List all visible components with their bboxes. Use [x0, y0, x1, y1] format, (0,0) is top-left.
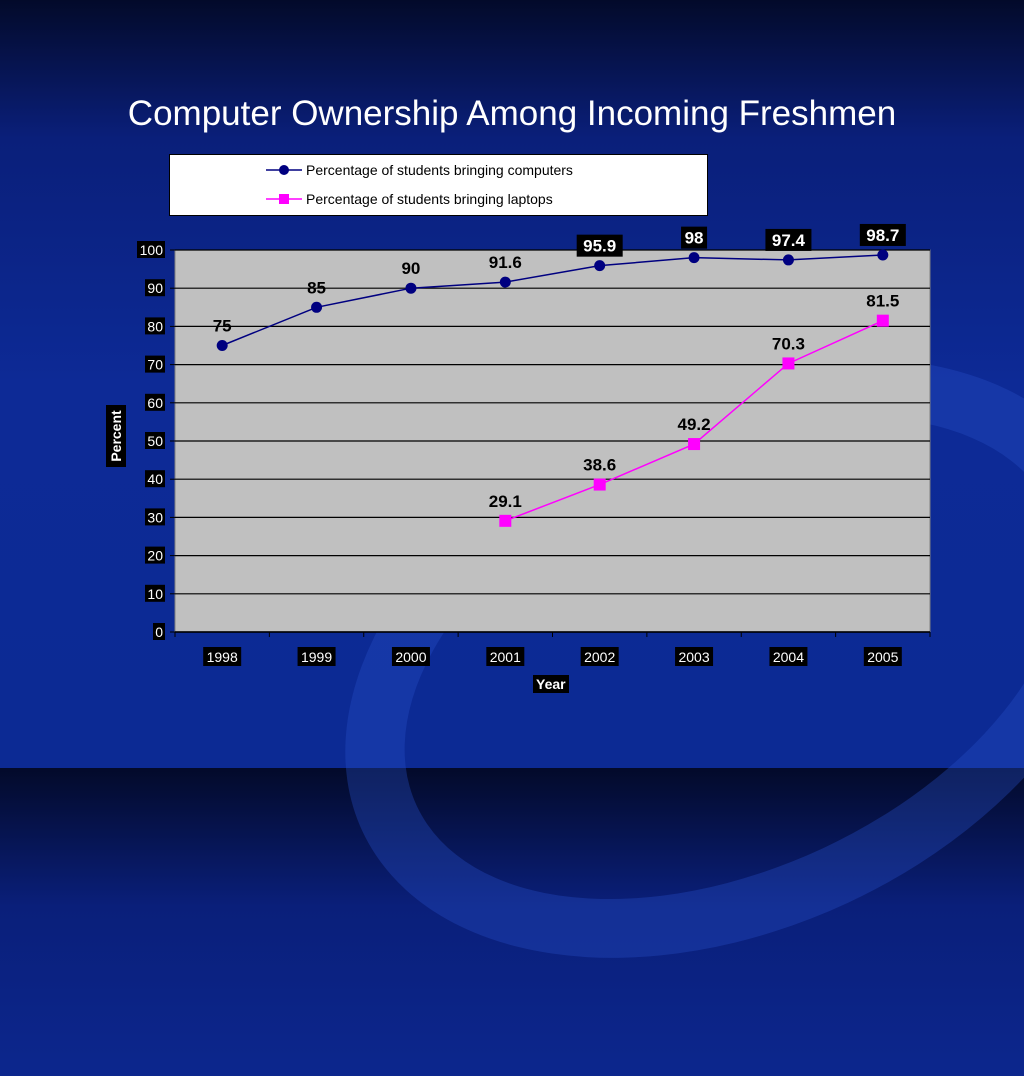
- y-tick-label: 10: [147, 586, 163, 602]
- data-point-laptops: [782, 357, 795, 370]
- data-label: 85: [307, 278, 326, 297]
- y-tick-label-bg: [145, 432, 165, 449]
- y-tick-label: 30: [147, 509, 163, 525]
- x-tick-label-bg: [675, 647, 714, 666]
- data-label-bg: [576, 234, 623, 257]
- data-point-laptops: [876, 314, 889, 327]
- data-point-laptops: [593, 478, 606, 491]
- data-point-computers: [311, 301, 323, 313]
- data-label: 29.1: [489, 492, 522, 511]
- legend-label-computers: Percentage of students bringing computer…: [306, 162, 573, 178]
- y-tick-label: 20: [147, 548, 163, 564]
- y-tick-label-bg: [145, 470, 165, 488]
- x-axis-label: Year: [533, 675, 569, 693]
- x-tick-label: 2003: [678, 649, 709, 665]
- y-tick-label: 100: [140, 242, 164, 258]
- data-point-computers: [594, 260, 606, 272]
- y-tick-label-bg: [145, 546, 165, 564]
- legend-item-laptops: Percentage of students bringing laptops: [266, 191, 553, 207]
- y-tick-label: 60: [147, 395, 163, 411]
- x-tick-label: 2005: [867, 649, 898, 665]
- y-axis-label: Percent: [106, 405, 126, 467]
- line-chart: 0 10 20 30 40 50 60 70 80 90 100 1998 1999 2000 2001 20…: [137, 223, 931, 666]
- y-tick-label-bg: [145, 355, 165, 373]
- x-tick-label: 2004: [773, 649, 804, 665]
- y-tick-label: 0: [155, 624, 163, 640]
- x-tick-label: 1998: [207, 649, 238, 665]
- legend-label-laptops: Percentage of students bringing laptops: [306, 191, 553, 207]
- data-label: 81.5: [866, 292, 899, 311]
- x-tick-label: 2002: [584, 649, 615, 665]
- legend-marker-circle-icon: [266, 165, 302, 175]
- y-tick-label-bg: [145, 279, 165, 297]
- x-tick-label-bg: [297, 647, 336, 666]
- data-point-computers: [405, 282, 417, 294]
- y-tick-label-bg: [145, 393, 165, 411]
- y-tick-label-bg: [145, 584, 165, 602]
- data-point-computers: [782, 254, 794, 266]
- y-tick-label-bg: [145, 508, 165, 526]
- series-line-0: [221, 254, 883, 347]
- y-tick-label: 70: [147, 357, 163, 373]
- x-tick-label: 2001: [490, 649, 521, 665]
- y-tick-label-bg: [137, 241, 165, 258]
- slide-title: Computer Ownership Among Incoming Freshm…: [127, 94, 897, 133]
- data-label: 95.9: [583, 237, 616, 256]
- x-tick-label-bg: [486, 647, 525, 666]
- data-point-computers: [216, 340, 228, 351]
- y-tick-label: 90: [147, 280, 163, 296]
- x-tick-label: 2000: [395, 649, 426, 665]
- y-tick-label-bg: [153, 623, 165, 640]
- legend-marker-square-icon: [266, 194, 302, 204]
- x-tick-label: 1999: [301, 649, 332, 665]
- data-label: 49.2: [678, 415, 711, 434]
- data-label-bg: [681, 226, 708, 249]
- data-label: 38.6: [583, 456, 616, 475]
- data-label: 98: [685, 229, 704, 248]
- data-point-laptops: [688, 438, 701, 451]
- data-label: 91.6: [489, 253, 522, 272]
- data-point-laptops: [499, 514, 512, 527]
- data-point-computers: [499, 276, 511, 288]
- x-tick-label-bg: [203, 647, 242, 666]
- x-tick-label-bg: [863, 647, 902, 666]
- data-label-bg: [859, 223, 906, 246]
- y-tick-label: 80: [147, 318, 163, 334]
- x-tick-label-bg: [391, 647, 430, 666]
- y-tick-label: 50: [147, 433, 163, 449]
- data-label-bg: [765, 228, 812, 251]
- y-tick-label-bg: [145, 317, 165, 335]
- data-point-computers: [688, 252, 700, 264]
- x-tick-label-bg: [769, 647, 808, 666]
- y-tick-label: 40: [147, 471, 163, 487]
- x-tick-label-bg: [580, 647, 619, 666]
- legend-item-computers: Percentage of students bringing computer…: [266, 162, 573, 178]
- data-label: 70.3: [772, 334, 805, 353]
- data-label: 75: [213, 317, 232, 336]
- data-label: 97.4: [772, 231, 806, 250]
- data-label: 98.7: [866, 226, 899, 245]
- data-point-computers: [877, 249, 889, 261]
- data-label: 90: [401, 259, 420, 278]
- chart-legend: Percentage of students bringing computer…: [169, 154, 708, 216]
